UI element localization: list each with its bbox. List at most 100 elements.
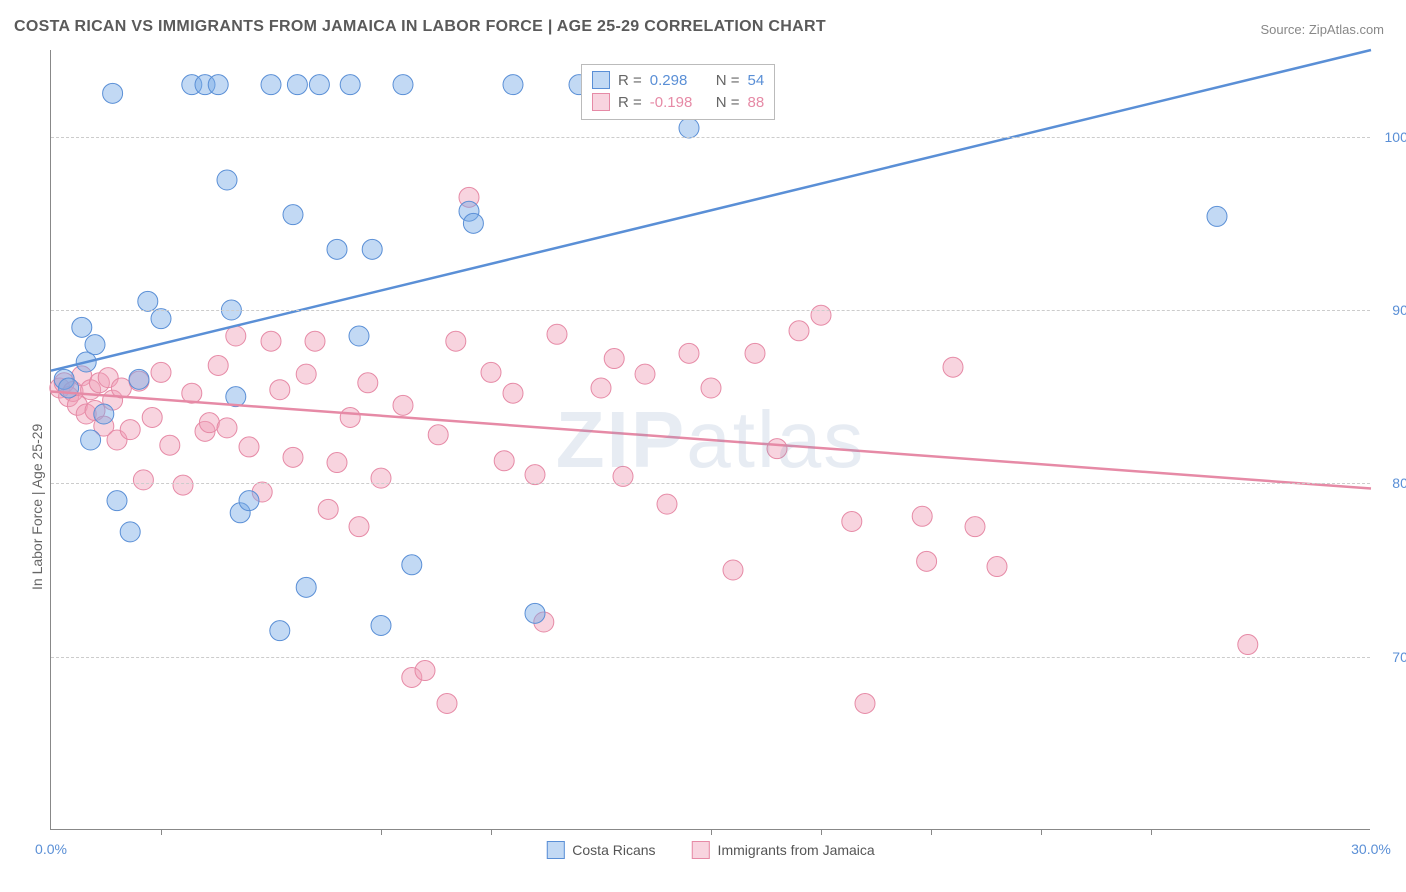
data-point-blue — [463, 213, 483, 233]
y-axis-label: In Labor Force | Age 25-29 — [29, 424, 45, 590]
stats-row-blue: R =0.298N =54 — [592, 69, 764, 91]
data-point-blue — [208, 75, 228, 95]
x-tick-mark — [491, 829, 492, 835]
data-point-blue — [525, 603, 545, 623]
data-point-pink — [428, 425, 448, 445]
data-point-pink — [547, 324, 567, 344]
x-tick-mark — [1151, 829, 1152, 835]
swatch-pink — [692, 841, 710, 859]
data-point-pink — [340, 407, 360, 427]
data-point-pink — [142, 407, 162, 427]
data-point-pink — [358, 373, 378, 393]
stat-n-label: N = — [716, 94, 740, 111]
data-point-pink — [283, 447, 303, 467]
data-point-pink — [811, 305, 831, 325]
data-point-pink — [503, 383, 523, 403]
x-tick-mark — [711, 829, 712, 835]
data-point-pink — [327, 453, 347, 473]
data-point-blue — [94, 404, 114, 424]
gridline-h — [51, 137, 1370, 138]
data-point-blue — [283, 205, 303, 225]
plot-svg — [51, 50, 1370, 829]
data-point-blue — [81, 430, 101, 450]
data-point-pink — [305, 331, 325, 351]
data-point-pink — [943, 357, 963, 377]
data-point-pink — [1238, 635, 1258, 655]
data-point-pink — [199, 413, 219, 433]
data-point-pink — [635, 364, 655, 384]
data-point-pink — [208, 355, 228, 375]
data-point-blue — [59, 378, 79, 398]
data-point-blue — [309, 75, 329, 95]
gridline-h — [51, 657, 1370, 658]
data-point-blue — [217, 170, 237, 190]
data-point-pink — [239, 437, 259, 457]
data-point-blue — [503, 75, 523, 95]
data-point-pink — [226, 326, 246, 346]
swatch-blue — [546, 841, 564, 859]
legend-label-blue: Costa Ricans — [572, 842, 655, 858]
stat-n-label: N = — [716, 72, 740, 89]
data-point-pink — [855, 693, 875, 713]
data-point-blue — [1207, 206, 1227, 226]
data-point-pink — [133, 470, 153, 490]
swatch-pink-icon — [592, 93, 610, 111]
data-point-blue — [239, 491, 259, 511]
stats-row-pink: R =-0.198N =88 — [592, 91, 764, 113]
chart-title: COSTA RICAN VS IMMIGRANTS FROM JAMAICA I… — [14, 18, 826, 36]
data-point-pink — [657, 494, 677, 514]
x-tick-mark — [381, 829, 382, 835]
stat-r-label: R = — [618, 94, 642, 111]
data-point-pink — [987, 557, 1007, 577]
data-point-pink — [481, 362, 501, 382]
data-point-pink — [842, 511, 862, 531]
gridline-h — [51, 483, 1370, 484]
data-point-pink — [217, 418, 237, 438]
data-point-blue — [349, 326, 369, 346]
data-point-blue — [327, 239, 347, 259]
data-point-blue — [296, 577, 316, 597]
data-point-pink — [604, 349, 624, 369]
data-point-pink — [393, 395, 413, 415]
data-point-blue — [402, 555, 422, 575]
data-point-pink — [767, 439, 787, 459]
gridline-h — [51, 310, 1370, 311]
source-attribution: Source: ZipAtlas.com — [1260, 22, 1384, 37]
data-point-pink — [525, 465, 545, 485]
data-point-pink — [261, 331, 281, 351]
data-point-pink — [371, 468, 391, 488]
scatter-plot: In Labor Force | Age 25-29 ZIPatlas R =0… — [50, 50, 1370, 830]
data-point-blue — [270, 621, 290, 641]
data-point-pink — [120, 420, 140, 440]
data-point-blue — [107, 491, 127, 511]
x-tick-mark — [1041, 829, 1042, 835]
data-point-pink — [349, 517, 369, 537]
data-point-blue — [287, 75, 307, 95]
x-tick-label: 30.0% — [1351, 841, 1391, 857]
data-point-blue — [103, 83, 123, 103]
data-point-pink — [679, 343, 699, 363]
stat-r-value-blue: 0.298 — [650, 72, 708, 89]
data-point-pink — [446, 331, 466, 351]
data-point-blue — [138, 291, 158, 311]
data-point-blue — [393, 75, 413, 95]
data-point-pink — [701, 378, 721, 398]
data-point-blue — [340, 75, 360, 95]
data-point-pink — [160, 435, 180, 455]
data-point-pink — [917, 551, 937, 571]
bottom-legend: Costa Ricans Immigrants from Jamaica — [546, 841, 874, 859]
data-point-pink — [296, 364, 316, 384]
data-point-pink — [151, 362, 171, 382]
data-point-pink — [912, 506, 932, 526]
data-point-pink — [318, 499, 338, 519]
data-point-pink — [591, 378, 611, 398]
legend-label-pink: Immigrants from Jamaica — [718, 842, 875, 858]
x-tick-mark — [931, 829, 932, 835]
data-point-pink — [789, 321, 809, 341]
swatch-blue-icon — [592, 71, 610, 89]
data-point-blue — [85, 335, 105, 355]
y-tick-label: 100.0% — [1385, 129, 1406, 145]
stat-n-value-pink: 88 — [748, 94, 765, 111]
data-point-pink — [173, 475, 193, 495]
stat-n-value-blue: 54 — [748, 72, 765, 89]
